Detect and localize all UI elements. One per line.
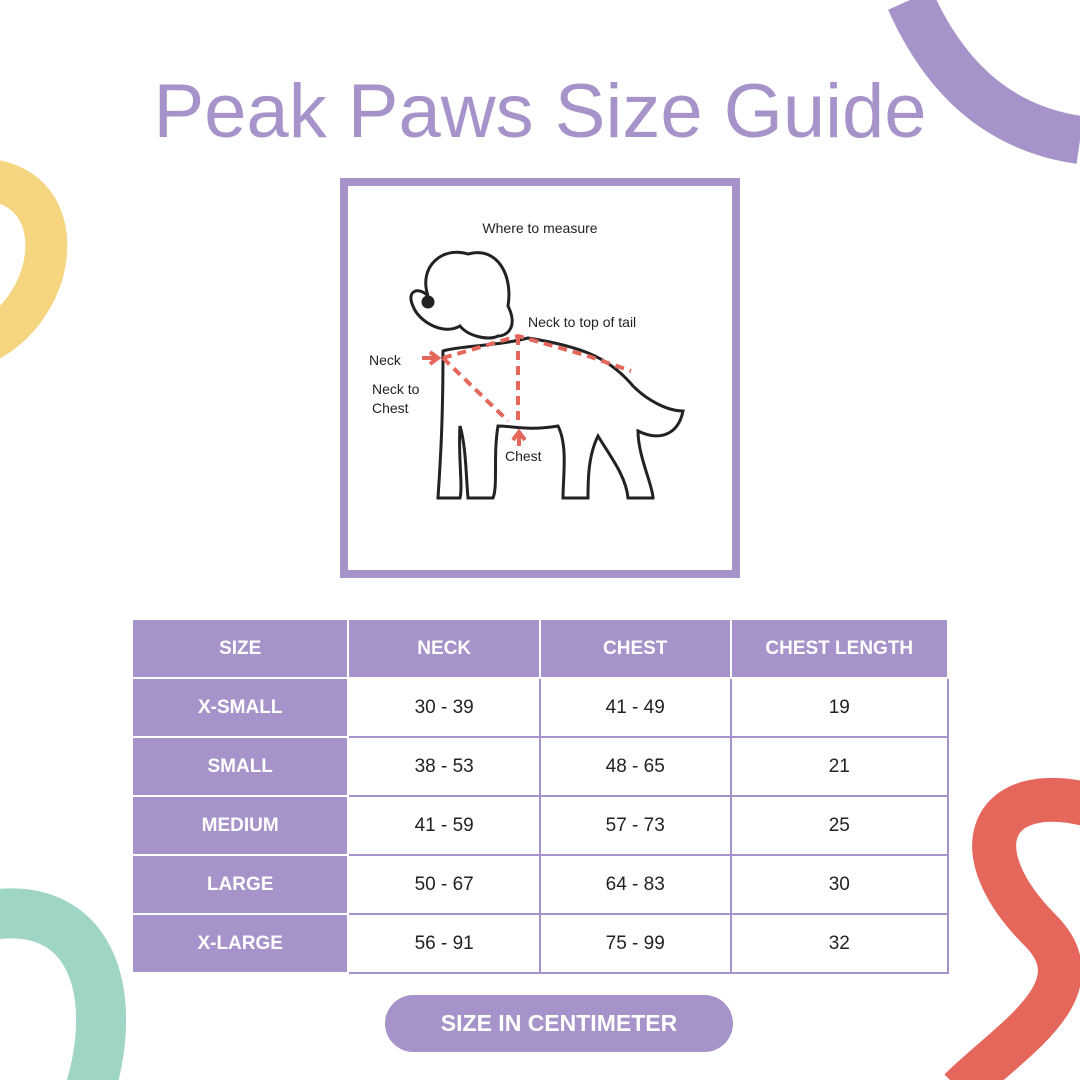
header-row: SIZE NECK CHEST CHEST LENGTH [130, 618, 950, 679]
header-cell: CHEST [538, 618, 732, 679]
value-cell: 57 - 73 [538, 795, 732, 856]
diagram-label: Neck [369, 352, 401, 368]
size-cell: LARGE [130, 854, 350, 915]
value-cell: 30 - 39 [347, 677, 541, 738]
header-cell: NECK [347, 618, 541, 679]
value-cell: 64 - 83 [538, 854, 732, 915]
value-cell: 41 - 59 [347, 795, 541, 856]
diagram-label: Neck to Chest [372, 381, 420, 416]
table-row: MEDIUM 41 - 59 57 - 73 25 [130, 795, 950, 856]
header-cell: SIZE [130, 618, 350, 679]
table-row: X-SMALL 30 - 39 41 - 49 19 [130, 677, 950, 738]
value-cell: 48 - 65 [538, 736, 732, 797]
diagram-frame: Where to measure Neck to top of tail Nec… [340, 178, 740, 578]
diagram-label: Chest [505, 448, 542, 464]
table-row: LARGE 50 - 67 64 - 83 30 [130, 854, 950, 915]
teal-swoosh [0, 888, 127, 1080]
value-cell: 56 - 91 [347, 913, 541, 974]
header-cell: CHEST LENGTH [729, 618, 950, 679]
size-cell: X-LARGE [130, 913, 350, 974]
unit-badge: SIZE IN CENTIMETER [385, 995, 733, 1052]
size-table: SIZE NECK CHEST CHEST LENGTH X-SMALL 30 - 39 4… [130, 618, 950, 974]
value-cell: 38 - 53 [347, 736, 541, 797]
table-row: X-LARGE 56 - 91 75 - 99 32 [130, 913, 950, 974]
size-cell: X-SMALL [130, 677, 350, 738]
yellow-swoosh [0, 160, 68, 359]
value-cell: 41 - 49 [538, 677, 732, 738]
table-row: SMALL 38 - 53 48 - 65 21 [130, 736, 950, 797]
dog-illustration [409, 250, 685, 500]
diagram-label: Neck to top of tail [528, 314, 637, 330]
purple-swoosh [888, 0, 1080, 164]
value-cell: 75 - 99 [538, 913, 732, 974]
value-cell: 32 [729, 913, 950, 974]
size-cell: SMALL [130, 736, 350, 797]
size-cell: MEDIUM [130, 795, 350, 856]
title: Peak Paws Size Guide [153, 69, 927, 154]
red-swoosh [944, 778, 1080, 1080]
value-cell: 50 - 67 [347, 854, 541, 915]
diagram-title: Where to measure [482, 220, 598, 236]
value-cell: 25 [729, 795, 950, 856]
value-cell: 30 [729, 854, 950, 915]
value-cell: 21 [729, 736, 950, 797]
value-cell: 19 [729, 677, 950, 738]
